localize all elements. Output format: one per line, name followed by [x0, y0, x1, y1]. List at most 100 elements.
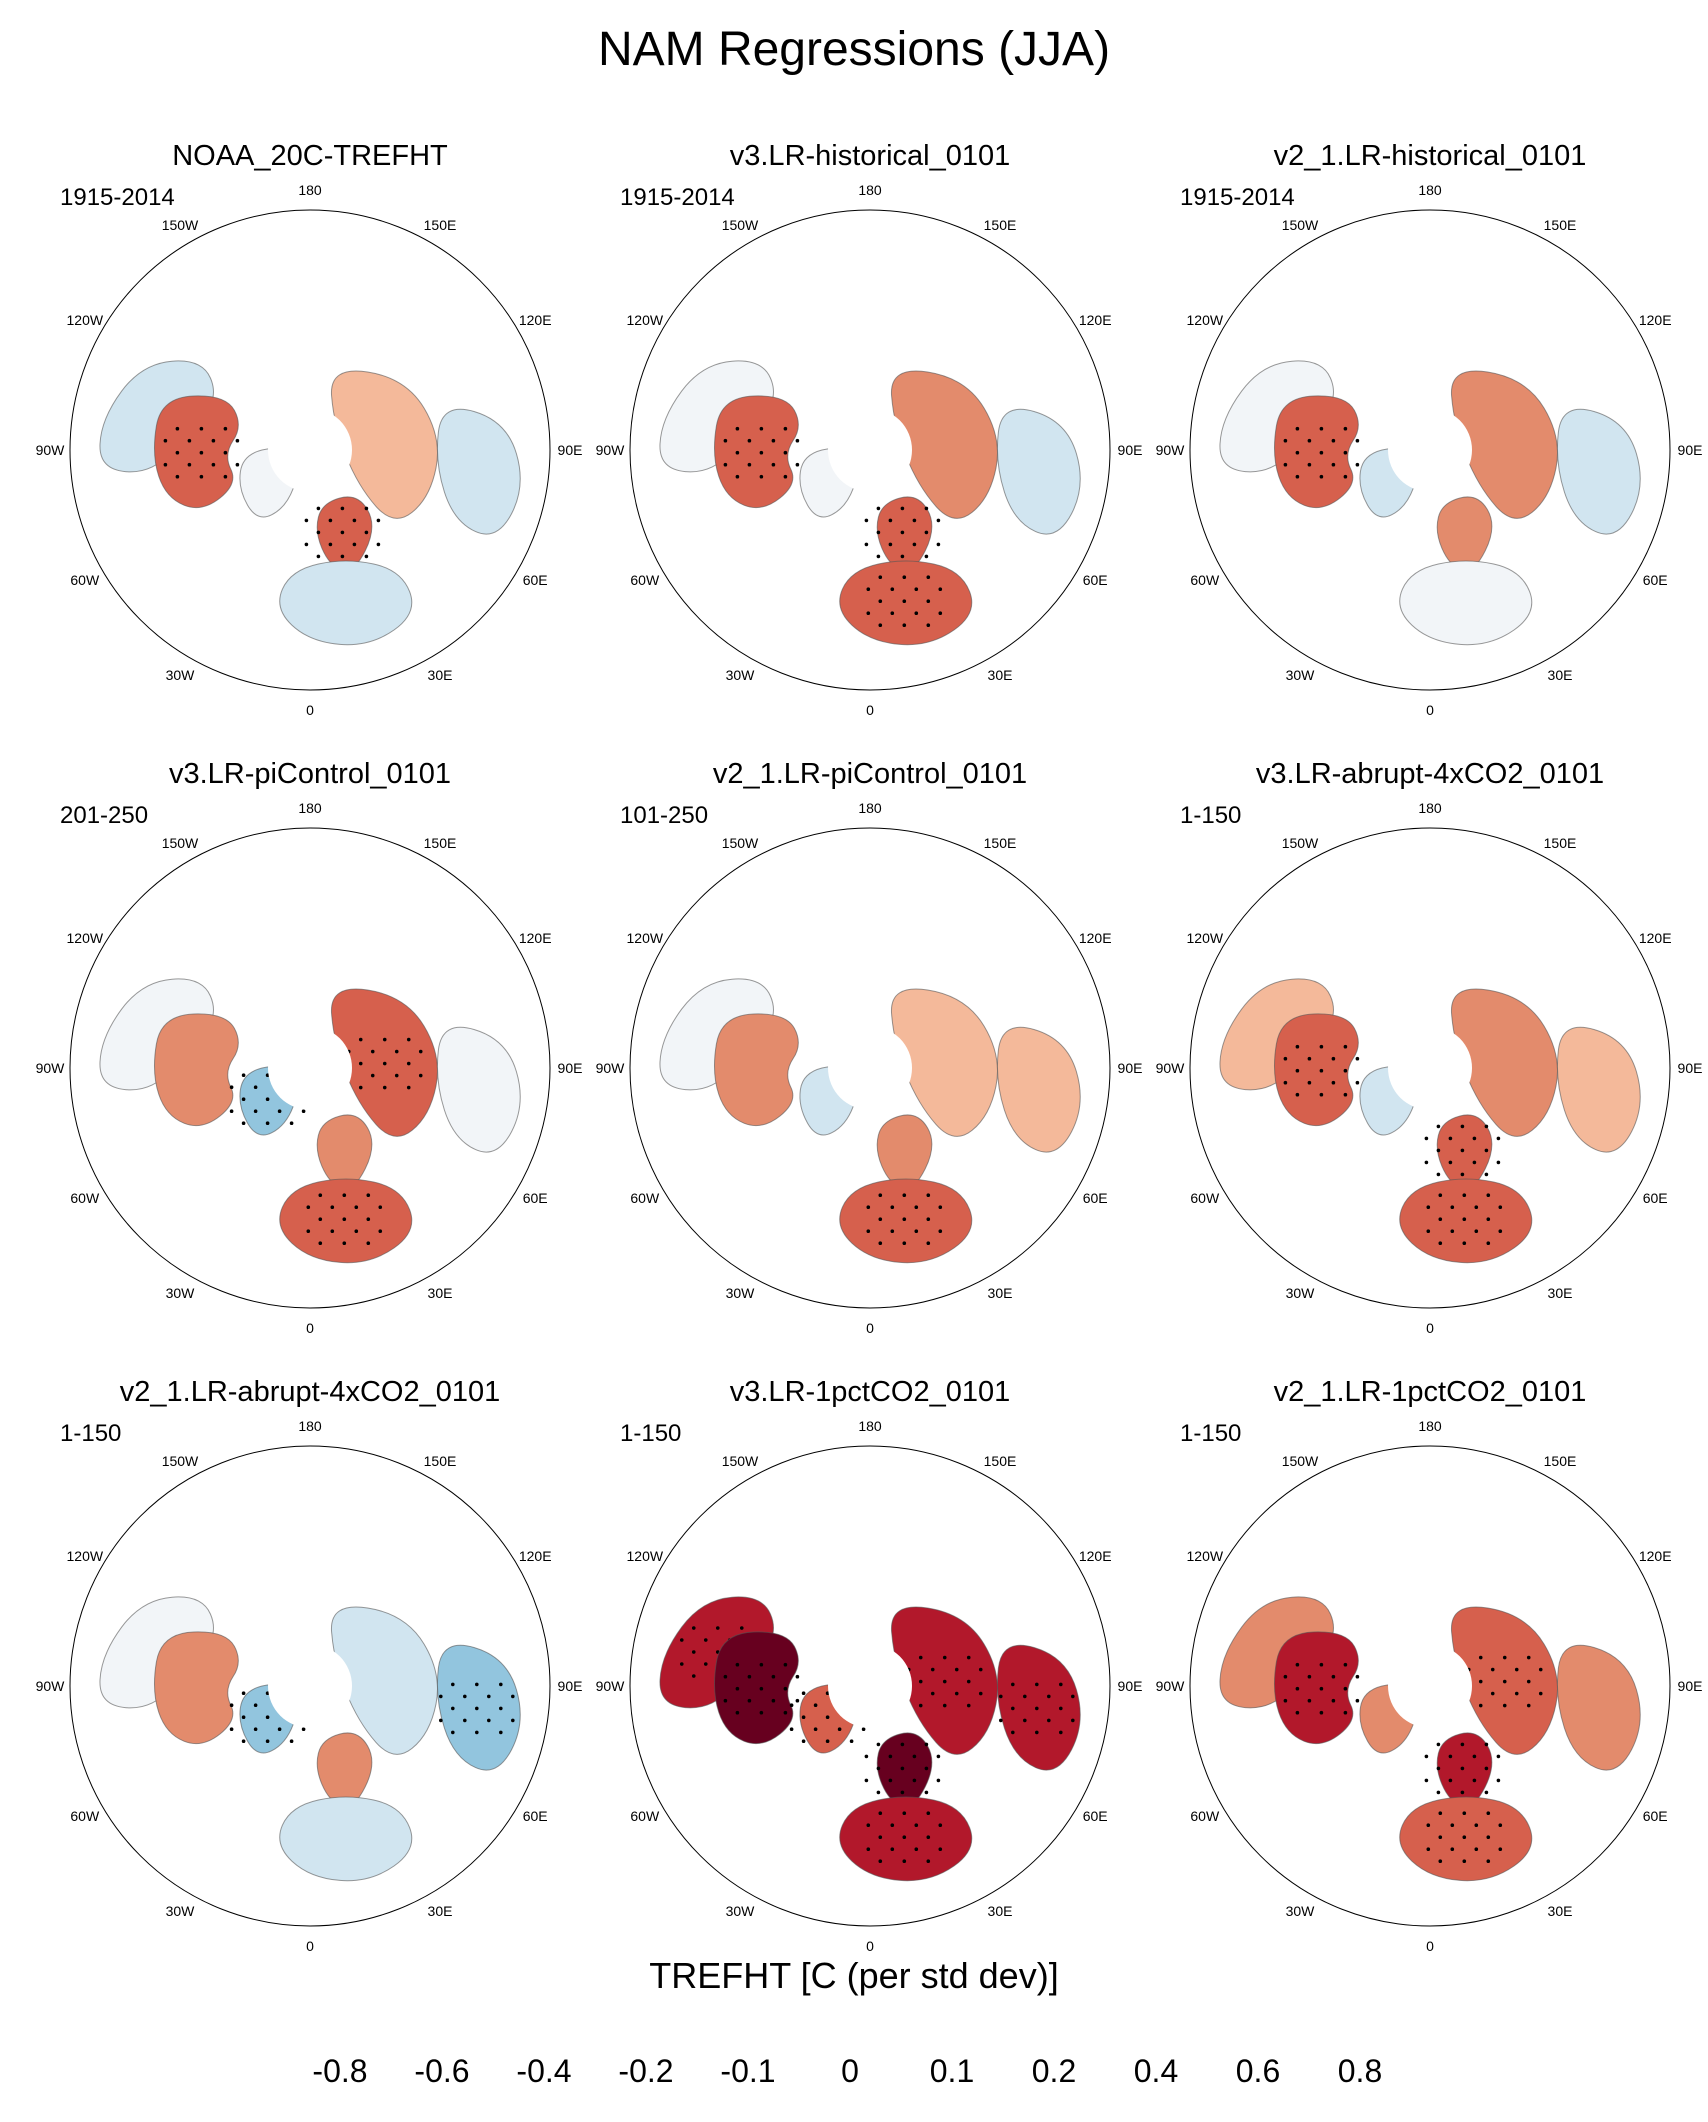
significance-stipple [813, 1703, 818, 1707]
longitude-label: 120E [1079, 1548, 1112, 1564]
significance-stipple [316, 506, 321, 511]
significance-stipple [1460, 1124, 1465, 1129]
significance-stipple [1448, 1160, 1453, 1165]
longitude-label: 150E [424, 217, 457, 233]
significance-stipple [406, 1085, 411, 1090]
significance-stipple [735, 450, 740, 455]
significance-stipple [1307, 462, 1312, 467]
region-europe [279, 560, 413, 646]
significance-stipple [918, 1679, 923, 1684]
significance-stipple [1484, 1172, 1489, 1177]
map-edge [1189, 1445, 1671, 1927]
longitude-label: 150W [1282, 1453, 1319, 1469]
longitude-label: 30W [726, 667, 756, 683]
longitude-label: 120E [519, 1548, 552, 1564]
significance-stipple [942, 1679, 947, 1684]
significance-stipple [900, 1742, 905, 1747]
significance-stipple [199, 474, 204, 479]
significance-stipple [1424, 1160, 1429, 1165]
map-edge [629, 209, 1111, 691]
region-east-asia [1556, 1026, 1641, 1153]
significance-stipple [376, 542, 381, 547]
significance-stipple [376, 518, 381, 523]
region-canada [1273, 1013, 1359, 1127]
map-edge [1189, 827, 1671, 1309]
longitude-label: 180 [1418, 182, 1442, 198]
map-edge [629, 1445, 1111, 1927]
significance-stipple [235, 462, 240, 467]
longitude-label: 120W [1187, 1548, 1224, 1564]
significance-stipple [511, 1694, 515, 1699]
longitude-label: 90W [596, 1060, 626, 1076]
significance-stipple [723, 1674, 728, 1679]
significance-stipple [175, 474, 180, 479]
longitude-label: 90W [596, 1678, 626, 1694]
significance-stipple [358, 1085, 363, 1090]
significance-stipple [1502, 1655, 1507, 1660]
significance-stipple [187, 462, 192, 467]
significance-stipple [463, 1694, 467, 1699]
significance-stipple [1436, 1790, 1441, 1795]
longitude-label: 30W [166, 1285, 196, 1301]
longitude-label: 150W [722, 1453, 759, 1469]
longitude-label: 0 [306, 1320, 314, 1336]
significance-stipple [878, 623, 883, 627]
significance-stipple [1438, 1811, 1443, 1815]
significance-stipple [199, 450, 204, 455]
significance-stipple [406, 1037, 411, 1042]
panel-title: v2_1.LR-piControl_0101 [712, 758, 1028, 790]
arctic-ocean [828, 408, 912, 492]
map-panel: v2_1.LR-piControl_0101 180 150E 120E 90E 60E 3… [590, 758, 1150, 1348]
significance-stipple [866, 1205, 871, 1209]
longitude-label: 90E [1118, 1678, 1143, 1694]
significance-stipple [703, 1638, 708, 1642]
significance-stipple [902, 575, 907, 579]
significance-stipple [1484, 1124, 1489, 1129]
significance-stipple [241, 1121, 246, 1125]
significance-stipple [342, 1193, 347, 1197]
longitude-label: 150E [984, 217, 1017, 233]
significance-stipple [394, 1073, 399, 1078]
significance-stipple [1474, 1823, 1479, 1827]
arctic-ocean [1388, 1644, 1472, 1728]
significance-stipple [825, 1715, 830, 1719]
significance-stipple [888, 542, 893, 547]
longitude-label: 30W [726, 1285, 756, 1301]
significance-stipple [924, 554, 929, 559]
region-canada [713, 395, 799, 509]
significance-stipple [938, 1205, 943, 1209]
significance-stipple [938, 1229, 943, 1233]
significance-stipple [370, 1049, 375, 1054]
significance-stipple [342, 1217, 347, 1221]
significance-stipple [759, 1686, 764, 1691]
longitude-label: 150W [1282, 217, 1319, 233]
longitude-label: 180 [1418, 1418, 1442, 1434]
significance-stipple [475, 1730, 479, 1735]
map-edge [69, 209, 551, 691]
polar-map: 180 150E 120E 90E 60E 30E 0 30W 60W 90W 120W 150W [36, 1418, 583, 1954]
colorbar-tick-label: 0.1 [930, 2053, 974, 2089]
significance-stipple [691, 1674, 696, 1678]
longitude-label: 120W [67, 930, 104, 946]
significance-stipple [340, 506, 345, 511]
significance-stipple [890, 1847, 895, 1851]
longitude-label: 120W [627, 930, 664, 946]
longitude-label: 120W [627, 1548, 664, 1564]
significance-stipple [187, 438, 192, 443]
map-panel: v3.LR-historical_0101 180 150E 120E 90E 60E 30… [590, 140, 1150, 730]
longitude-label: 150W [162, 835, 199, 851]
significance-stipple [1438, 1193, 1443, 1197]
longitude-label: 0 [866, 702, 874, 718]
colorbar-tick-label: 0.6 [1236, 2053, 1280, 2089]
polar-map: 180 150E 120E 90E 60E 30E 0 30W 60W 90W 120W 150W [36, 182, 583, 718]
longitude-label: 30E [1548, 667, 1573, 683]
significance-stipple [735, 1686, 740, 1691]
significance-stipple [1474, 1229, 1479, 1233]
significance-stipple [942, 1655, 947, 1660]
significance-stipple [914, 1847, 919, 1851]
region-alaska [659, 978, 774, 1091]
significance-stipple [318, 1241, 323, 1245]
significance-stipple [253, 1109, 258, 1113]
significance-stipple [364, 506, 369, 511]
period-label: 201-250 [60, 802, 149, 829]
